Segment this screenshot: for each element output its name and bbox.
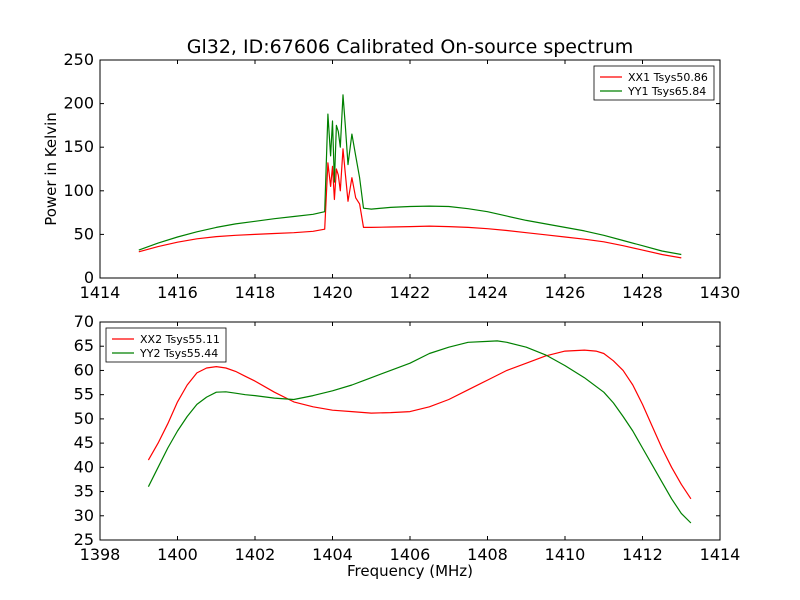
- y-tick-label: 25: [74, 530, 94, 549]
- y-tick-label: 45: [74, 433, 94, 452]
- x-tick-label: 1414: [700, 545, 741, 564]
- y-tick-label: 40: [74, 457, 94, 476]
- x-tick-label: 1414: [80, 283, 121, 302]
- y-tick-label: 50: [74, 409, 94, 428]
- bottom-panel: Frequency (MHz) 1398 1400 1402 1404 1406 1408…: [74, 312, 741, 580]
- x-tick-label: 1418: [235, 283, 276, 302]
- y-tick-label: 200: [63, 94, 94, 113]
- x-tick-label: 1430: [700, 283, 741, 302]
- y-tick-label: 150: [63, 137, 94, 156]
- x-tick-label: 1408: [467, 545, 508, 564]
- x-tick-label: 1422: [390, 283, 431, 302]
- legend-label: XX1 Tsys50.86: [628, 71, 708, 84]
- x-tick-label: 1400: [157, 545, 198, 564]
- y-tick-label: 100: [63, 181, 94, 200]
- x-tick-label: 1424: [467, 283, 508, 302]
- x-tick-label: 1410: [545, 545, 586, 564]
- legend-box: [593, 65, 715, 101]
- y-tick-label: 70: [74, 312, 94, 331]
- y-tick-label: 0: [84, 268, 94, 287]
- x-tick-label: 1402: [235, 545, 276, 564]
- y-tick-label: 65: [74, 336, 94, 355]
- x-axis-label: Frequency (MHz): [347, 562, 473, 580]
- legend-label: XX2 Tsys55.11: [140, 333, 220, 346]
- series-line-yy1: [138, 94, 682, 256]
- x-tick-label: 1416: [157, 283, 198, 302]
- y-tick-label: 35: [74, 482, 94, 501]
- x-tick-label: 1404: [312, 545, 353, 564]
- legend-label: YY2 Tsys55.44: [139, 347, 218, 360]
- chart-title: Gl32, ID:67606 Calibrated On-source spec…: [187, 36, 634, 58]
- y-tick-label: 55: [74, 385, 94, 404]
- x-tick-label: 1406: [390, 545, 431, 564]
- y-tick-label: 250: [63, 50, 94, 69]
- series-group: [138, 94, 682, 259]
- x-tick-label: 1420: [312, 283, 353, 302]
- legend-label: YY1 Tsys65.84: [627, 85, 706, 98]
- bottom-plot-area: 1398 1400 1402 1404 1406 1408 1410 1412 1414 25 30…: [74, 312, 741, 564]
- top-panel: Gl32, ID:67606 Calibrated On-source spec…: [42, 36, 740, 302]
- x-tick-label: 1398: [80, 545, 121, 564]
- series-line-xx1: [138, 148, 682, 259]
- x-tick-label: 1412: [622, 545, 663, 564]
- series-group: [147, 340, 692, 524]
- x-tick-label: 1428: [622, 283, 663, 302]
- series-line-yy2: [147, 340, 692, 524]
- top-plot-area: 1414 1416 1418 1420 1422 1424 1426 1428 1430 0 50 1…: [63, 50, 740, 302]
- series-line-xx2: [147, 349, 692, 500]
- y-tick-label: 60: [74, 360, 94, 379]
- y-tick-label: 50: [74, 224, 94, 243]
- y-tick-label: 30: [74, 506, 94, 525]
- y-axis-label: Power in Kelvin: [42, 112, 60, 226]
- legend-box: [105, 327, 227, 363]
- x-tick-label: 1426: [545, 283, 586, 302]
